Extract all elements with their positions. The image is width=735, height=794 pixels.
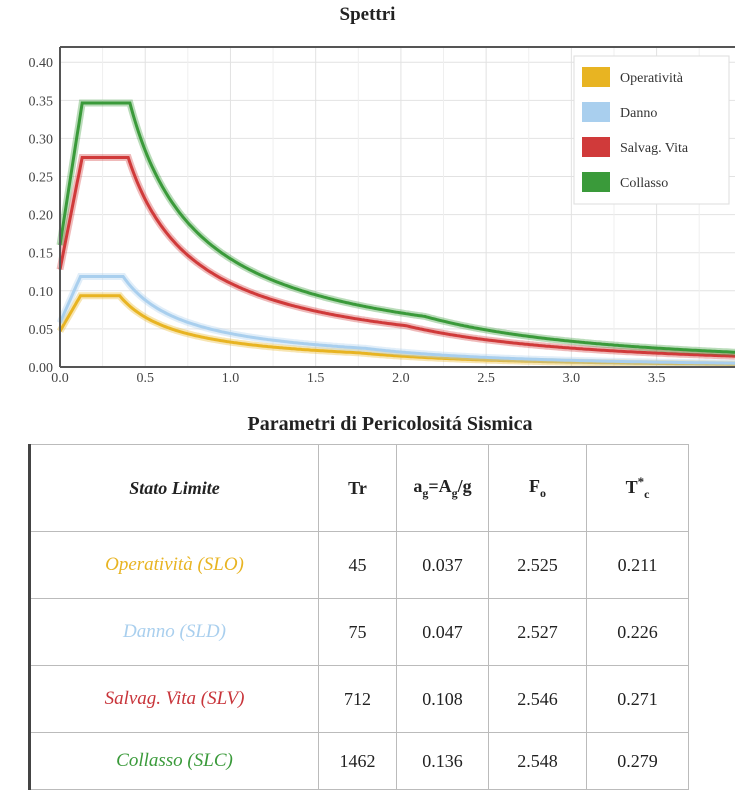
cell-fo-slo: 2.525 xyxy=(488,531,587,599)
table-row-slc: Collasso (SLC) 1462 0.136 2.548 0.279 xyxy=(28,732,689,790)
x-tick-label: 2.0 xyxy=(392,371,410,386)
y-tick-label: 0.25 xyxy=(29,171,54,186)
legend-label-1[interactable]: Danno xyxy=(620,106,657,121)
cell-tc-slv: 0.271 xyxy=(586,665,689,733)
cell-tr-slo: 45 xyxy=(318,531,397,599)
hazard-parameters-table: Stato Limite Tr ag=Ag/g Fo T*c Operativi… xyxy=(28,444,689,790)
header-fo-main: F xyxy=(529,475,540,496)
table-row-slo: Operatività (SLO) 45 0.037 2.525 0.211 xyxy=(28,531,689,599)
header-stato-limite: Stato Limite xyxy=(28,444,319,532)
header-tc: T*c xyxy=(586,444,689,532)
header-ag-c: /g xyxy=(457,475,472,496)
y-tick-label: 0.35 xyxy=(29,94,54,109)
x-tick-label: 0.0 xyxy=(51,371,69,386)
table-row-slv: Salvag. Vita (SLV) 712 0.108 2.546 0.271 xyxy=(28,665,689,733)
y-tick-label: 0.05 xyxy=(29,323,54,338)
legend[interactable]: Operatività Danno Salvag. Vita Collasso xyxy=(573,55,730,205)
cell-ag-slo: 0.037 xyxy=(396,531,489,599)
cell-ag-slv: 0.108 xyxy=(396,665,489,733)
chart-title: Spettri xyxy=(339,4,396,25)
y-tick-label: 0.00 xyxy=(29,361,54,376)
cell-tc-sld: 0.226 xyxy=(586,598,689,666)
legend-swatch-3[interactable] xyxy=(582,172,610,192)
header-ag-b: =A xyxy=(428,475,452,496)
cell-tr-sld: 75 xyxy=(318,598,397,666)
axis-layer: 0.00 0.05 0.10 0.15 0.20 0.25 0.30 0.35 0.40 0.0 0… xyxy=(29,46,735,386)
legend-swatch-1[interactable] xyxy=(582,102,610,122)
legend-swatch-2[interactable] xyxy=(582,137,610,157)
cell-fo-slv: 2.546 xyxy=(488,665,587,733)
legend-label-0[interactable]: Operatività xyxy=(620,71,684,86)
table-row-sld: Danno (SLD) 75 0.047 2.527 0.226 xyxy=(28,598,689,666)
series-line-2[interactable] xyxy=(58,156,735,358)
cell-fo-slc: 2.548 xyxy=(488,732,587,790)
cell-tc-slo: 0.211 xyxy=(586,531,689,599)
legend-label-3[interactable]: Collasso xyxy=(620,176,668,191)
y-tick-label: 0.40 xyxy=(29,56,54,71)
x-tick-label: 1.0 xyxy=(222,371,240,386)
x-tick-label: 2.5 xyxy=(477,371,495,386)
row-label-slc: Collasso (SLC) xyxy=(28,732,319,790)
header-tc-sup: * xyxy=(637,474,645,489)
table-header-row: Stato Limite Tr ag=Ag/g Fo T*c xyxy=(28,444,689,532)
spectra-chart: 0.00 0.05 0.10 0.15 0.20 0.25 0.30 0.35 0.40 0.0 0… xyxy=(29,46,735,386)
legend-swatch-0[interactable] xyxy=(582,67,610,87)
cell-ag-slc: 0.136 xyxy=(396,732,489,790)
cell-tr-slv: 712 xyxy=(318,665,397,733)
series-layer xyxy=(56,99,735,368)
y-tick-label: 0.30 xyxy=(29,132,54,147)
row-label-slo: Operatività (SLO) xyxy=(28,531,319,599)
header-tr: Tr xyxy=(318,444,397,532)
cell-tr-slc: 1462 xyxy=(318,732,397,790)
header-fo-sub: o xyxy=(540,485,546,500)
x-tick-label: 3.0 xyxy=(563,371,581,386)
x-tick-label: 3.5 xyxy=(648,371,666,386)
y-tick-label: 0.20 xyxy=(29,209,54,224)
header-ag-sub2: g xyxy=(451,485,458,500)
header-fo: Fo xyxy=(488,444,587,532)
cell-tc-slc: 0.279 xyxy=(586,732,689,790)
header-ag-a: a xyxy=(413,475,423,496)
table-title: Parametri di Pericolositá Sismica xyxy=(247,413,533,435)
legend-label-2[interactable]: Salvag. Vita xyxy=(620,141,689,156)
header-tc-main: T xyxy=(625,477,638,497)
x-tick-label: 1.5 xyxy=(307,371,325,386)
y-tick-label: 0.10 xyxy=(29,285,54,300)
cell-fo-sld: 2.527 xyxy=(488,598,587,666)
header-tc-sub: c xyxy=(644,487,650,501)
row-label-slv: Salvag. Vita (SLV) xyxy=(28,665,319,733)
row-label-sld: Danno (SLD) xyxy=(28,598,319,666)
cell-ag-sld: 0.047 xyxy=(396,598,489,666)
header-ag: ag=Ag/g xyxy=(396,444,489,532)
series-line-1[interactable] xyxy=(58,275,735,365)
series-line-3[interactable] xyxy=(58,101,735,354)
x-tick-label: 0.5 xyxy=(136,371,154,386)
y-tick-label: 0.15 xyxy=(29,247,54,262)
header-ag-sub1: g xyxy=(422,485,429,500)
